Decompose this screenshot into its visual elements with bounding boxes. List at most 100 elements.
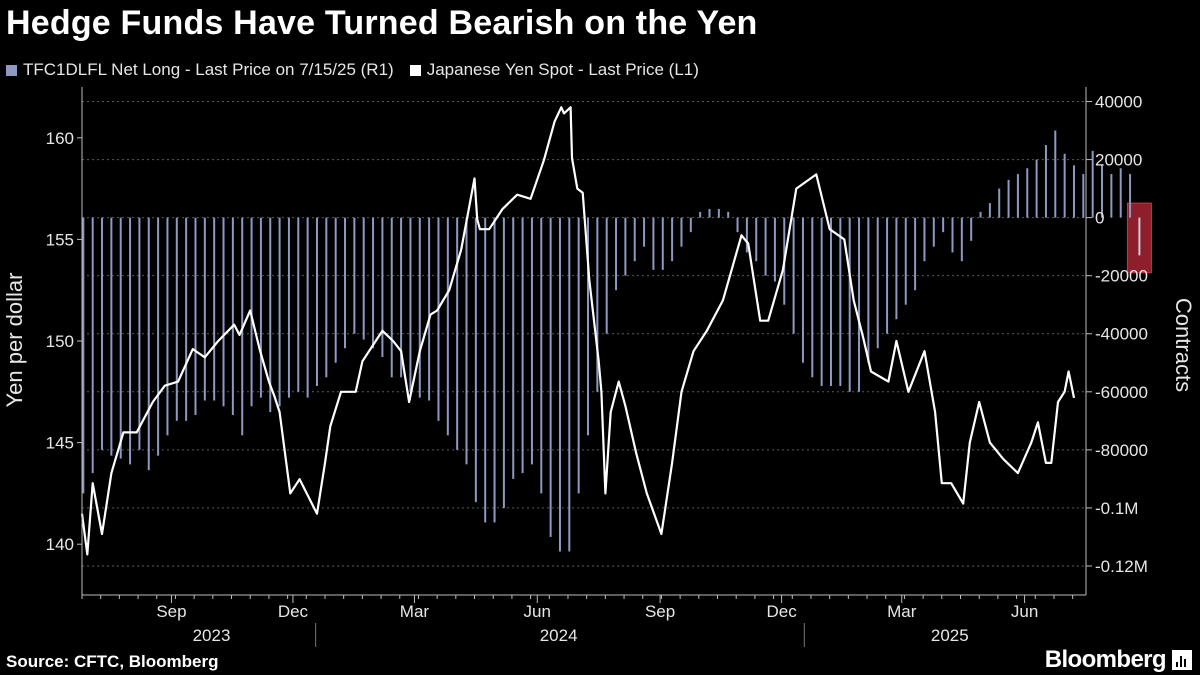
x-year-label: 2025 xyxy=(931,626,969,645)
bar xyxy=(1007,179,1010,218)
bar xyxy=(119,217,122,459)
right-tick-label: -0.1M xyxy=(1095,499,1138,518)
bar xyxy=(1026,168,1029,218)
bar xyxy=(801,217,804,363)
x-month-label: Jun xyxy=(524,602,551,621)
legend-item-yen-spot: Japanese Yen Spot - Last Price (L1) xyxy=(409,60,699,80)
left-tick-label: 160 xyxy=(46,129,74,148)
bar xyxy=(456,217,459,450)
bar xyxy=(596,217,599,392)
bar xyxy=(185,217,188,421)
bar xyxy=(820,217,823,386)
bar xyxy=(101,217,104,450)
legend-swatch-bars xyxy=(6,64,17,76)
right-tick-label: 40000 xyxy=(1095,93,1142,112)
bar xyxy=(409,217,412,392)
x-month-label: Mar xyxy=(887,602,917,621)
bar xyxy=(269,217,272,413)
bar xyxy=(259,217,262,398)
bar xyxy=(1063,153,1066,218)
bar xyxy=(418,217,421,398)
x-month-label: Dec xyxy=(278,602,309,621)
bar xyxy=(708,208,711,218)
bar xyxy=(213,217,216,401)
bar xyxy=(951,217,954,253)
bar xyxy=(82,217,85,494)
x-month-label: Sep xyxy=(156,602,186,621)
bar xyxy=(334,217,337,363)
x-month-label: Mar xyxy=(400,602,430,621)
bar xyxy=(484,217,487,523)
right-tick-label: 0 xyxy=(1095,209,1104,228)
bar xyxy=(923,217,926,262)
bar xyxy=(231,217,234,416)
bar xyxy=(699,211,702,218)
bar xyxy=(829,217,832,386)
bar xyxy=(203,217,206,401)
x-month-label: Dec xyxy=(766,602,797,621)
bar xyxy=(605,217,608,334)
bar xyxy=(633,217,636,262)
legend-label-net-long: TFC1DLFL Net Long - Last Price on 7/15/2… xyxy=(23,60,394,79)
bar xyxy=(287,217,290,398)
bar xyxy=(474,217,477,503)
bar xyxy=(558,217,561,552)
bar xyxy=(278,217,281,407)
bar xyxy=(1119,168,1122,218)
bar xyxy=(530,217,533,465)
yen-spot-line-group xyxy=(80,106,1076,556)
bar xyxy=(297,217,300,392)
bar xyxy=(643,217,646,247)
legend-swatch-line xyxy=(409,64,421,76)
bar xyxy=(1138,217,1141,256)
bar xyxy=(652,217,655,270)
x-month-label: Jun xyxy=(1011,602,1038,621)
bar xyxy=(914,217,917,291)
bar xyxy=(512,217,515,479)
bar xyxy=(979,211,982,218)
right-tick-label: -40000 xyxy=(1095,325,1148,344)
right-tick-label: -60000 xyxy=(1095,383,1148,402)
bar xyxy=(428,217,431,401)
bar xyxy=(465,217,468,465)
bar xyxy=(1035,159,1038,218)
x-year-label: 2024 xyxy=(540,626,578,645)
bar xyxy=(998,188,1001,218)
left-tick-label: 140 xyxy=(46,535,74,554)
bar xyxy=(138,217,141,450)
left-tick-label: 150 xyxy=(46,332,74,351)
right-tick-label: -20000 xyxy=(1095,267,1148,286)
bar xyxy=(942,217,945,233)
bloomberg-mark-icon xyxy=(1172,650,1192,670)
legend-label-yen-spot: Japanese Yen Spot - Last Price (L1) xyxy=(426,60,699,79)
bar xyxy=(540,217,543,494)
bar xyxy=(381,217,384,357)
yen-spot-line xyxy=(80,106,1076,556)
bar xyxy=(493,217,496,523)
bar xyxy=(1044,145,1047,218)
bar xyxy=(353,217,356,334)
bar xyxy=(970,217,973,241)
bar xyxy=(147,217,150,471)
bar xyxy=(502,217,505,508)
brand-name: Bloomberg xyxy=(1044,646,1167,673)
legend: TFC1DLFL Net Long - Last Price on 7/15/2… xyxy=(6,60,715,80)
net-long-bars xyxy=(82,130,1141,552)
bar xyxy=(587,217,590,436)
right-tick-label: -0.12M xyxy=(1095,557,1148,576)
bar xyxy=(315,217,318,386)
x-month-label: Sep xyxy=(645,602,675,621)
bar xyxy=(1082,174,1085,218)
bar xyxy=(727,211,730,218)
bar xyxy=(1101,165,1104,218)
bar xyxy=(876,217,879,349)
bar xyxy=(661,217,664,270)
bar xyxy=(745,217,748,253)
right-tick-label: -80000 xyxy=(1095,441,1148,460)
bar xyxy=(549,217,552,537)
bar xyxy=(400,217,403,378)
bar xyxy=(568,217,571,552)
bar xyxy=(886,217,889,334)
bloomberg-logo: Bloomberg xyxy=(1045,646,1192,674)
